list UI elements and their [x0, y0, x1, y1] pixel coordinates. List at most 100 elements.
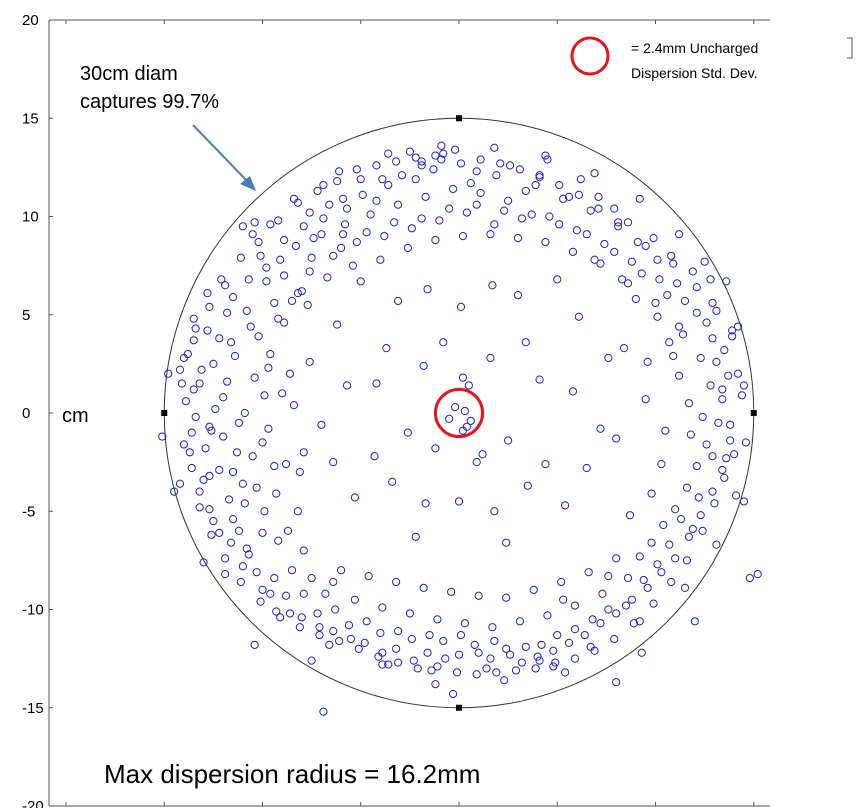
scatter-point	[258, 585, 267, 594]
scatter-point	[521, 186, 530, 196]
scatter-point	[342, 381, 352, 390]
scatter-point	[337, 243, 346, 253]
legend-bracket	[847, 37, 853, 59]
scatter-point	[372, 196, 381, 205]
scatter-point	[718, 465, 727, 475]
scatter-point	[561, 501, 570, 510]
scatter-point	[270, 461, 279, 471]
scatter-point	[496, 159, 505, 168]
scatter-point	[521, 642, 530, 651]
scatter-point	[612, 609, 621, 618]
scatter-point	[452, 668, 462, 677]
scatter-point	[435, 216, 444, 225]
scatter-point	[295, 467, 304, 477]
scatter-point	[221, 570, 230, 579]
y-tick-label: 20	[22, 12, 39, 29]
scatter-point	[274, 216, 283, 225]
scatter-point	[315, 623, 324, 632]
scatter-point	[219, 393, 228, 402]
scatter-point	[674, 322, 684, 331]
scatter-point	[460, 406, 469, 416]
scatter-point	[614, 218, 623, 227]
scatter-point	[191, 324, 200, 333]
scatter-point	[541, 151, 550, 160]
scatter-point	[564, 638, 574, 648]
scatter-point	[490, 143, 499, 152]
scatter-point	[201, 444, 210, 453]
scatter-point	[187, 463, 196, 473]
scatter-point	[262, 277, 271, 286]
scatter-point	[712, 357, 721, 367]
scatter-point	[248, 452, 257, 461]
scatter-point	[209, 359, 218, 368]
scatter-point	[712, 540, 721, 549]
scatter-point	[612, 678, 621, 687]
scatter-point	[195, 487, 204, 496]
scatter-point	[674, 230, 684, 239]
scatter-point	[258, 528, 267, 537]
scatter-point	[450, 145, 460, 154]
boundary-marker	[750, 410, 757, 416]
scatter-point	[215, 334, 224, 343]
scatter-point	[352, 165, 361, 174]
scatter-point	[586, 206, 595, 215]
scatter-point	[543, 611, 552, 620]
scatter-point	[476, 155, 485, 164]
scatter-point	[384, 660, 393, 669]
scatter-point	[651, 298, 660, 308]
scatter-point	[228, 515, 238, 524]
scatter-point	[215, 528, 224, 537]
scatter-point	[354, 644, 363, 653]
scatter-point	[557, 577, 566, 587]
scatter-point	[643, 357, 652, 367]
scatter-point	[195, 503, 204, 512]
unit-label: cm	[62, 405, 89, 427]
scatter-point	[657, 459, 666, 469]
scatter-point	[390, 218, 399, 227]
scatter-point	[621, 601, 631, 610]
scatter-point	[667, 577, 676, 587]
scatter-point	[527, 210, 536, 219]
scatter-point	[299, 222, 308, 231]
scatter-point	[421, 192, 430, 201]
scatter-point	[299, 448, 308, 457]
scatter-point	[726, 436, 735, 445]
scatter-point	[543, 155, 552, 164]
scatter-point	[405, 609, 414, 618]
scatter-point	[449, 184, 458, 194]
scatter-point	[315, 630, 324, 640]
scatter-point	[655, 275, 664, 284]
scatter-point	[260, 391, 269, 400]
scatter-point	[535, 171, 544, 180]
scatter-point	[293, 198, 302, 207]
scatter-point	[582, 463, 591, 473]
scatter-point	[384, 180, 393, 190]
annotation: 30cm diam captures 99.7%	[80, 63, 256, 191]
scatter-point	[669, 259, 678, 268]
legend: = 2.4mm Uncharged Dispersion Std. Dev.	[570, 36, 853, 81]
scatter-point	[285, 369, 295, 378]
scatter-point	[635, 617, 644, 626]
axes: 20 15 10 5 0 -5 -10 -15 -20	[22, 12, 770, 808]
boundary-marker	[456, 115, 462, 122]
scatter-point	[421, 499, 430, 508]
scatter-point	[335, 167, 344, 176]
scatter-point	[513, 234, 523, 243]
scatter-point	[439, 149, 448, 158]
scatter-point	[692, 283, 701, 292]
boundary-markers	[161, 115, 757, 711]
scatter-point	[739, 497, 749, 506]
scatter-point	[661, 426, 670, 435]
scatter-point	[307, 253, 316, 262]
scatter-point	[433, 615, 442, 624]
scatter-point	[688, 267, 697, 276]
scatter-point	[299, 589, 308, 598]
scatter-point	[549, 646, 558, 655]
scatter-point	[431, 151, 440, 160]
scatter-point	[417, 157, 426, 166]
scatter-point	[521, 338, 530, 347]
scatter-point	[610, 204, 619, 213]
scatter-point	[450, 403, 460, 412]
scatter-point	[331, 605, 340, 614]
scatter-point	[224, 495, 234, 504]
